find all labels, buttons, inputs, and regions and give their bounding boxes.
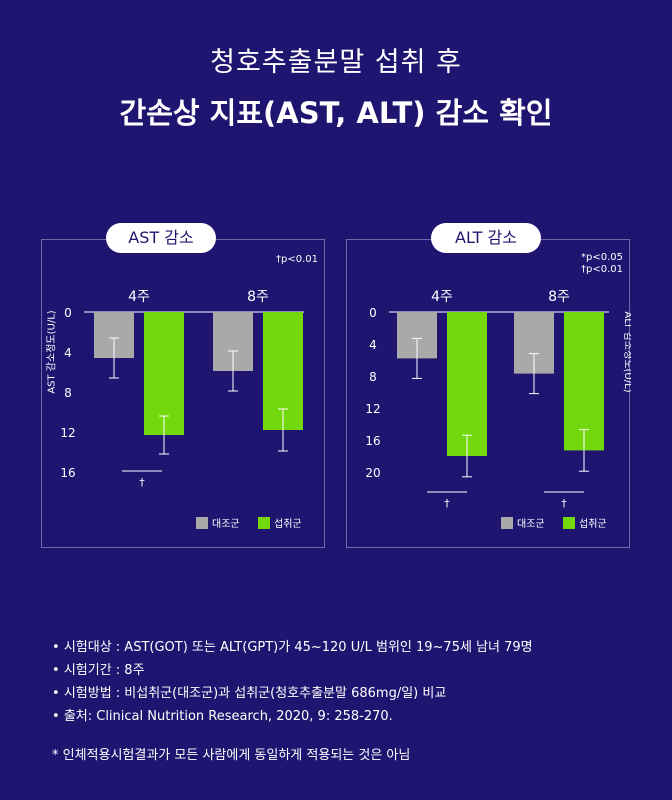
ast-legend-label-control: 대조군 [212,518,240,530]
alt-y-tick-label: 16 [365,434,380,448]
ast-y-tick-label: 0 [64,306,72,320]
ast-chart-title: AST 감소 [106,223,216,253]
alt-y-tick-label: 20 [365,466,380,480]
ast-bar-treatment [144,312,184,435]
title-line-2: 간손상 지표(AST, ALT) 감소 확인 [119,96,553,130]
alt-y-axis-label: ALT 감소정도(U/L) [622,311,631,392]
alt-significance-note: *p<0.05 [581,252,623,263]
alt-significance-mark: † [444,497,450,510]
ast-legend-swatch-treatment [258,517,270,529]
ast-legend-label-treatment: 섭취군 [274,518,302,530]
alt-legend-swatch-treatment [563,517,575,529]
note-subjects: 시험대상 : AST(GOT) 또는 ALT(GPT)가 45~120 U/L … [52,636,533,659]
alt-y-tick-label: 0 [369,306,377,320]
alt-chart: 0 4 8 12 16 20 ALT 감소정도(U/L) 4주 8주 *p<0.05†p<0.01… [365,252,631,530]
ast-category-label: 8주 [247,289,269,305]
note-source: 출처: Clinical Nutrition Research, 2020, 9… [52,705,533,728]
ast-y-tick-label: 16 [60,466,75,480]
alt-chart-title: ALT 감소 [431,223,541,253]
alt-chart-panel: 0 4 8 12 16 20 ALT 감소정도(U/L) 4주 8주 *p<0.05 †p<0.01… [346,239,631,548]
alt-legend-swatch-control [501,517,513,529]
ast-significance-note: †p<0.01 [276,254,318,265]
ast-y-tick-label: 8 [64,386,72,400]
alt-y-tick-label: 12 [365,402,380,416]
ast-y-tick-label: 12 [60,426,75,440]
alt-y-tick-label: 8 [369,370,377,384]
ast-significance-mark: † [139,476,145,489]
ast-y-tick-label: 4 [64,346,72,360]
ast-legend-swatch-control [196,517,208,529]
study-notes: 시험대상 : AST(GOT) 또는 ALT(GPT)가 45~120 U/L … [52,636,533,728]
ast-category-label: 4주 [128,289,150,305]
alt-significance-mark: † [561,497,567,510]
note-duration: 시험기간 : 8주 [52,659,533,682]
disclaimer: * 인체적용시험결과가 모든 사람에게 동일하게 적용되는 것은 아님 [52,748,411,763]
alt-significance-note: †p<0.01 [581,264,623,275]
alt-y-tick-label: 4 [369,338,377,352]
note-method: 시험방법 : 비섭취군(대조군)과 섭취군(청호추출분말 686mg/일) 비교 [52,682,533,705]
title-line-1: 청호추출분말 섭취 후 [210,47,462,78]
alt-category-label: 8주 [548,289,570,305]
ast-chart-panel: 0 4 8 12 16 AST 감소정도(U/L) 4주 8주 †p<0.01 † 대조군 섭취군 [41,239,325,548]
alt-category-label: 4주 [431,289,453,305]
alt-bar-treatment [564,312,604,451]
alt-legend-label-treatment: 섭취군 [579,518,607,530]
alt-legend-label-control: 대조군 [517,518,545,530]
alt-bar-treatment [447,312,487,456]
ast-chart: 0 4 8 12 16 AST 감소정도(U/L) 4주 8주 †p<0.01 † 대조군 섭취군 [45,254,318,530]
ast-y-axis-label: AST 감소정도(U/L) [45,310,57,393]
